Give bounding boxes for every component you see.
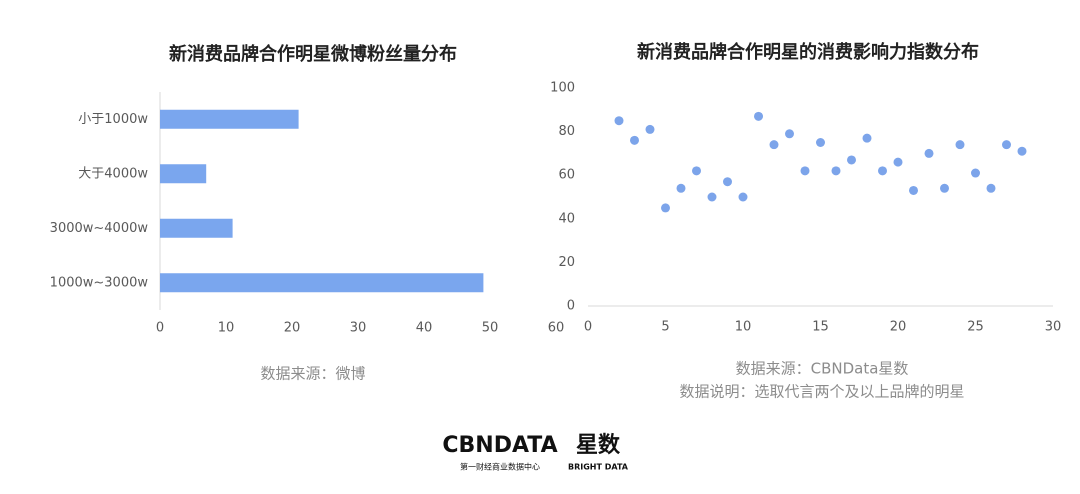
point (630, 135, 639, 145)
x-tick-label: 40 (416, 321, 433, 336)
logo-product: 星数 (576, 432, 621, 458)
logo-brand-sub: 第一财经商业数据中心 (460, 462, 540, 472)
y-tick-label: 1000w~3000w (50, 275, 149, 290)
x-tick-label: 20 (284, 321, 301, 336)
point (800, 166, 810, 176)
source-note: 数据来源：微博 (260, 365, 365, 383)
point (971, 168, 980, 178)
point (645, 124, 655, 134)
source-note: 数据来源：CBNData星数 (736, 360, 909, 378)
point (738, 192, 748, 202)
point (909, 185, 918, 195)
bar (160, 164, 207, 184)
x-tick-label: 15 (812, 320, 829, 335)
x-tick-label: 20 (890, 320, 907, 335)
x-tick-label: 50 (482, 321, 499, 336)
point (847, 155, 856, 165)
chart-title: 新消费品牌合作明星的消费影响力指数分布 (637, 41, 979, 63)
point (1002, 140, 1011, 150)
y-tick-label: 20 (558, 255, 575, 270)
point (785, 129, 794, 139)
point (661, 203, 670, 213)
y-tick-label: 60 (558, 168, 575, 183)
y-tick-label: 100 (550, 81, 575, 96)
y-tick-label: 3000w~4000w (50, 221, 149, 236)
point (754, 111, 763, 121)
chart-title: 新消费品牌合作明星微博粉丝量分布 (169, 43, 457, 65)
bar (160, 273, 484, 293)
point (707, 192, 717, 202)
data-note: 数据说明：选取代言两个及以上品牌的明星 (679, 383, 964, 401)
point (986, 183, 996, 193)
point (831, 166, 841, 176)
logo-brand: CBNDATA (442, 433, 557, 458)
y-tick-label: 40 (558, 211, 575, 226)
x-tick-label: 30 (350, 321, 367, 336)
y-tick-label: 80 (558, 124, 575, 139)
point (893, 157, 903, 167)
x-tick-label: 25 (967, 320, 984, 335)
point (955, 140, 965, 150)
y-tick-label: 0 (567, 299, 575, 314)
point (614, 116, 624, 126)
x-tick-label: 0 (584, 320, 592, 335)
point (692, 166, 701, 176)
point (862, 133, 872, 143)
x-tick-label: 0 (156, 321, 164, 336)
point (940, 183, 949, 193)
point (816, 138, 825, 147)
point (723, 177, 732, 187)
x-tick-label: 10 (735, 320, 752, 335)
bar (160, 109, 299, 129)
x-tick-label: 30 (1045, 320, 1062, 335)
point (1017, 146, 1027, 156)
logo-product-sub: BRIGHT DATA (568, 463, 629, 472)
point (878, 166, 887, 176)
x-tick-label: 60 (548, 321, 565, 336)
y-tick-label: 大于4000w (78, 166, 148, 181)
point (769, 140, 779, 150)
y-tick-label: 小于1000w (78, 112, 148, 127)
x-tick-label: 10 (218, 321, 235, 336)
point (924, 148, 934, 158)
bar (160, 218, 233, 238)
point (676, 183, 686, 193)
x-tick-label: 5 (661, 320, 669, 335)
